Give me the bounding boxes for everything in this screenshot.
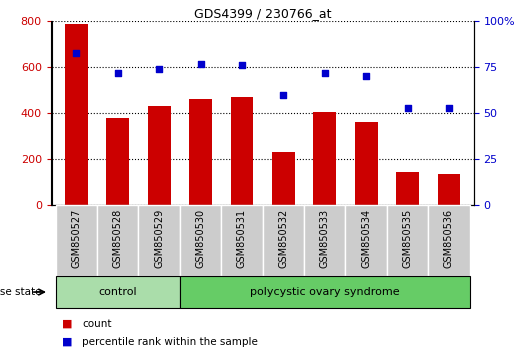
Point <box>445 105 453 110</box>
Bar <box>355 122 377 205</box>
Bar <box>148 106 170 205</box>
Bar <box>189 99 212 205</box>
Text: GSM850529: GSM850529 <box>154 209 164 268</box>
Bar <box>263 205 304 276</box>
Text: GSM850530: GSM850530 <box>196 209 205 268</box>
Text: control: control <box>98 287 137 297</box>
Text: GSM850528: GSM850528 <box>113 209 123 268</box>
Text: ■: ■ <box>62 319 72 329</box>
Bar <box>387 205 428 276</box>
Point <box>279 92 287 98</box>
Text: polycystic ovary syndrome: polycystic ovary syndrome <box>250 287 400 297</box>
Point <box>238 63 246 68</box>
Bar <box>180 276 470 308</box>
Bar <box>56 205 97 276</box>
Bar <box>180 205 221 276</box>
Bar <box>221 205 263 276</box>
Text: disease state: disease state <box>0 287 41 297</box>
Bar <box>396 172 419 205</box>
Bar <box>313 112 336 205</box>
Point <box>114 70 122 76</box>
Bar <box>346 205 387 276</box>
Text: GSM850534: GSM850534 <box>361 209 371 268</box>
Text: GSM850536: GSM850536 <box>444 209 454 268</box>
Title: GDS4399 / 230766_at: GDS4399 / 230766_at <box>194 7 331 20</box>
Bar <box>65 23 88 205</box>
Bar <box>231 97 253 205</box>
Bar <box>428 205 470 276</box>
Point <box>196 61 204 67</box>
Point <box>362 74 370 79</box>
Point <box>72 50 80 55</box>
Text: GSM850527: GSM850527 <box>72 209 81 268</box>
Text: GSM850533: GSM850533 <box>320 209 330 268</box>
Text: count: count <box>82 319 112 329</box>
Text: ■: ■ <box>62 337 72 347</box>
Bar <box>56 276 180 308</box>
Text: GSM850535: GSM850535 <box>403 209 413 268</box>
Text: GSM850532: GSM850532 <box>278 209 288 268</box>
Point <box>155 66 163 72</box>
Bar <box>304 205 346 276</box>
Bar <box>97 205 139 276</box>
Bar <box>438 174 460 205</box>
Bar <box>272 152 295 205</box>
Text: GSM850531: GSM850531 <box>237 209 247 268</box>
Point <box>403 105 411 110</box>
Bar <box>139 205 180 276</box>
Point <box>321 70 329 76</box>
Bar <box>107 118 129 205</box>
Text: percentile rank within the sample: percentile rank within the sample <box>82 337 259 347</box>
